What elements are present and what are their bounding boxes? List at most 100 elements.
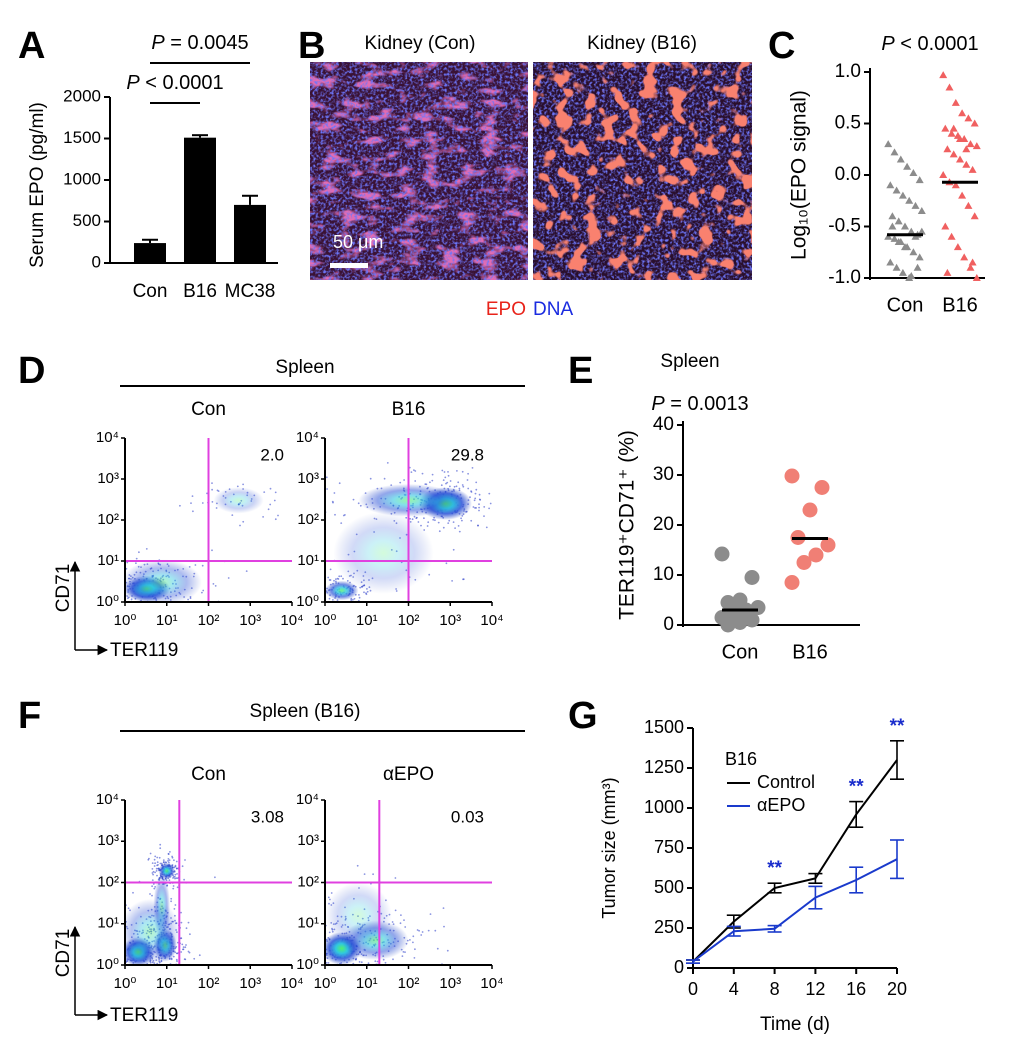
event-dot [151, 862, 154, 864]
event-dot [162, 861, 165, 864]
event-dot [427, 521, 430, 524]
event-dot [365, 593, 368, 596]
event-dot [356, 864, 359, 867]
event-dot [404, 926, 407, 928]
y-tick-label: 10¹ [297, 915, 319, 932]
event-dot [359, 966, 361, 968]
data-point [956, 155, 964, 163]
event-dot [236, 485, 239, 488]
event-dot [517, 515, 519, 517]
event-dot [434, 929, 437, 932]
x-tick-label: Con [722, 641, 759, 663]
event-dot [458, 530, 461, 533]
event-dot [122, 972, 124, 974]
y-tick-label: 10¹ [297, 552, 319, 569]
event-dot [399, 481, 402, 484]
event-dot [151, 885, 154, 888]
event-dot [168, 879, 171, 881]
event-dot [363, 591, 365, 594]
stain-label: EPO [486, 299, 526, 320]
event-dot [178, 618, 180, 620]
event-dot [110, 974, 112, 976]
event-dot [414, 948, 416, 951]
event-dot [120, 594, 122, 596]
event-dot [139, 969, 141, 971]
event-dot [442, 479, 445, 481]
event-dot [180, 951, 183, 953]
y-tick-label: 10³ [297, 832, 319, 849]
density-blob [325, 882, 392, 949]
event-dot [172, 887, 175, 890]
event-dot [317, 507, 319, 509]
p-value: P < 0.0001 [881, 33, 978, 55]
event-dot [197, 632, 199, 634]
event-dot [386, 462, 389, 464]
x-tick-label: 10⁴ [280, 975, 303, 992]
y-tick-label: 1000 [644, 797, 684, 817]
data-point [894, 217, 903, 225]
event-dot [175, 958, 178, 961]
event-dot [152, 613, 154, 615]
event-dot [452, 548, 455, 551]
event-dot [488, 507, 490, 510]
significance-mark: ** [890, 716, 905, 737]
event-dot [315, 938, 317, 940]
event-dot [104, 935, 106, 937]
event-dot [277, 514, 279, 517]
y-tick-label: 1000 [63, 169, 101, 188]
y-axis-label: TER119⁺CD71⁺ (%) [616, 430, 639, 620]
event-dot [152, 873, 155, 876]
event-dot [472, 608, 474, 610]
event-dot [360, 961, 363, 964]
y-tick-label: 10² [97, 511, 119, 528]
data-point [898, 191, 907, 199]
event-dot [263, 491, 266, 493]
y-tick-label: 250 [654, 917, 684, 937]
event-dot [447, 474, 450, 477]
event-dot [173, 971, 175, 973]
event-dot [341, 968, 343, 970]
event-dot [111, 976, 113, 978]
x-tick-label: B16 [792, 641, 828, 663]
event-dot [412, 941, 414, 944]
event-dot [369, 477, 372, 480]
data-point [784, 468, 800, 484]
event-dot [122, 948, 124, 950]
event-dot [185, 944, 187, 946]
event-dot [426, 525, 429, 527]
chart-title: Spleen [660, 351, 719, 372]
event-dot [418, 929, 420, 932]
event-dot [114, 586, 116, 588]
y-tick-label: -1.0 [828, 267, 861, 288]
x-tick-label: 10⁰ [114, 975, 137, 992]
data-point [890, 234, 899, 242]
event-dot [414, 470, 417, 472]
event-dot [135, 969, 137, 971]
event-dot [358, 596, 361, 599]
event-dot [103, 939, 105, 941]
event-dot [333, 606, 335, 608]
event-dot [318, 953, 320, 955]
event-dot [440, 484, 443, 487]
event-dot [144, 967, 146, 969]
data-point [915, 176, 924, 184]
event-dot [374, 960, 377, 963]
plot-title: Con [191, 399, 226, 420]
y-tick-label: 500 [73, 211, 101, 230]
data-point [820, 537, 836, 553]
y-tick-label: 10 [653, 564, 674, 585]
data-point [958, 109, 967, 117]
event-dot [179, 612, 181, 614]
panel-letter: E [568, 350, 593, 392]
event-dot [150, 971, 152, 973]
event-dot [97, 572, 99, 574]
quadrant-label: 29.8 [451, 445, 484, 464]
event-dot [358, 961, 361, 963]
event-dot [164, 606, 166, 608]
event-dot [488, 492, 491, 495]
event-dot [158, 966, 160, 968]
event-dot [477, 524, 479, 527]
event-dot [293, 881, 295, 883]
event-dot [492, 477, 494, 479]
data-point [958, 191, 967, 199]
